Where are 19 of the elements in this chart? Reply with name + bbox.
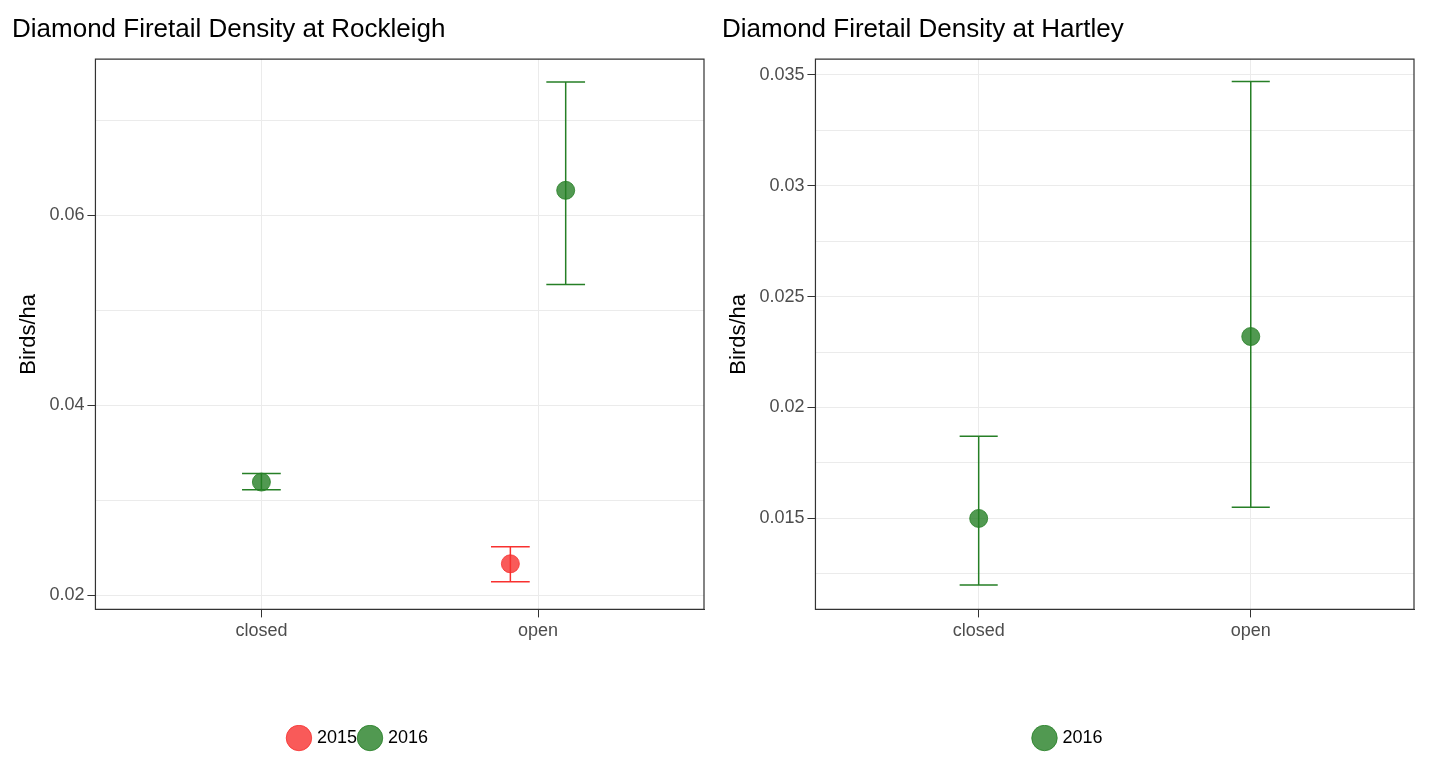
- y-tick-label: 0.02: [49, 584, 85, 605]
- y-tick-label: 0.03: [769, 174, 805, 195]
- y-tick-label: 0.02: [769, 396, 805, 417]
- y-tick-label: 0.015: [759, 507, 805, 528]
- x-tick-label: open: [518, 620, 559, 641]
- y-axis-title: Birds/ha: [15, 293, 41, 375]
- y-tick-label: 0.04: [49, 394, 85, 415]
- x-tick-label: open: [1230, 620, 1271, 641]
- y-tick-label: 0.035: [759, 63, 805, 84]
- x-tick-label: closed: [235, 620, 288, 641]
- x-tick-label: closed: [952, 620, 1005, 641]
- chart-title: Diamond Firetail Density at Hartley: [722, 12, 1124, 43]
- y-tick-label: 0.06: [49, 204, 85, 225]
- y-axis-title: Birds/ha: [725, 293, 751, 375]
- legend-label: 2016: [1062, 726, 1103, 747]
- chart-title: Diamond Firetail Density at Rockleigh: [12, 12, 446, 43]
- legend-label: 2016: [388, 726, 429, 747]
- y-tick-label: 0.025: [759, 285, 805, 306]
- legend-label: 2015: [316, 726, 357, 747]
